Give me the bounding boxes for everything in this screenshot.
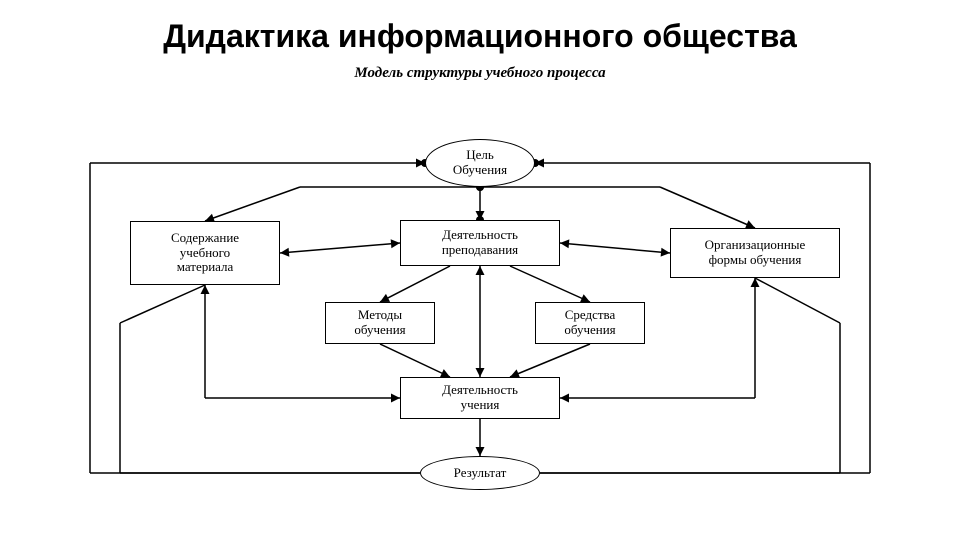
node-content-label: учебного — [180, 246, 230, 261]
node-org-label: Организационные — [705, 238, 806, 253]
page-title: Дидактика информационного общества — [0, 18, 960, 55]
node-means: Средстваобучения — [535, 302, 645, 344]
node-goal-label: Обучения — [453, 163, 507, 178]
node-goal: ЦельОбучения — [425, 139, 535, 187]
node-means-label: Средства — [565, 308, 616, 323]
node-teach: Деятельностьпреподавания — [400, 220, 560, 266]
node-teach-label: Деятельность — [442, 228, 518, 243]
node-org-label: формы обучения — [709, 253, 802, 268]
node-learn-label: учения — [461, 398, 500, 413]
node-learn-label: Деятельность — [442, 383, 518, 398]
node-methods-label: Методы — [358, 308, 402, 323]
diagram-canvas: ЦельОбучения Содержаниеучебногоматериала Д… — [0, 123, 960, 543]
diagram-subtitle: Модель структуры учебного процесса — [0, 65, 960, 82]
node-methods: Методыобучения — [325, 302, 435, 344]
node-teach-label: преподавания — [442, 243, 518, 258]
node-means-label: обучения — [564, 323, 615, 338]
node-content: Содержаниеучебногоматериала — [130, 221, 280, 285]
node-learn: Деятельностьучения — [400, 377, 560, 419]
node-content-label: материала — [177, 260, 234, 275]
node-result-label: Результат — [454, 466, 507, 481]
node-goal-label: Цель — [466, 148, 494, 163]
node-result: Результат — [420, 456, 540, 490]
node-org: Организационныеформы обучения — [670, 228, 840, 278]
node-content-label: Содержание — [171, 231, 239, 246]
node-methods-label: обучения — [354, 323, 405, 338]
